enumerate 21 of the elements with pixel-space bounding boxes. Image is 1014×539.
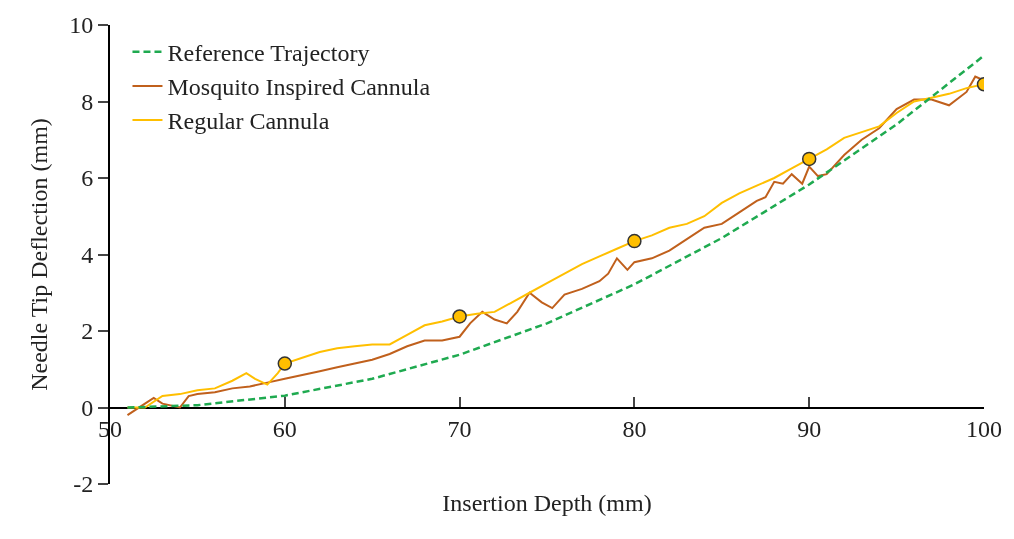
y-tick-label: 4 — [81, 241, 94, 268]
point — [627, 233, 642, 249]
y-tick-label: 10 — [69, 12, 94, 39]
point — [452, 309, 467, 324]
legend-label: Regular Cannula — [167, 108, 330, 135]
x-tick-label: 80 — [622, 416, 647, 443]
y-axis-title: Needle Tip Deflection (mm) — [25, 118, 52, 391]
legend-label: Reference Trajectory — [167, 40, 370, 67]
y-tick-label: 2 — [81, 318, 94, 345]
x-tick-label: 60 — [272, 416, 297, 443]
y-tick-label: 0 — [81, 394, 94, 421]
y-tick-label: -2 — [73, 471, 94, 498]
y-tick-label: 6 — [81, 165, 94, 192]
x-tick-label: 90 — [797, 416, 822, 443]
point — [801, 151, 817, 167]
x-tick-label: 70 — [447, 416, 472, 443]
legend-label: Mosquito Inspired Cannula — [167, 74, 431, 101]
point — [277, 356, 293, 371]
y-tick-label: 8 — [81, 88, 94, 115]
x-axis-title: Insertion Depth (mm) — [442, 490, 652, 517]
x-tick-label: 100 — [966, 416, 1002, 443]
